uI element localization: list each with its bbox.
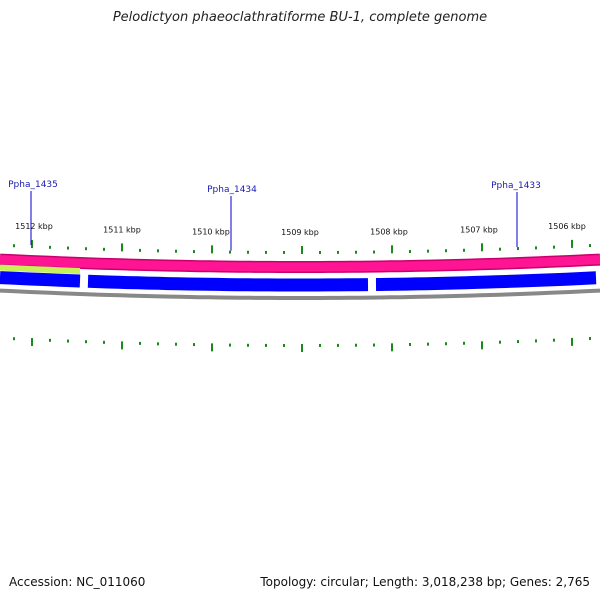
kbp-tick-label: 1511 kbp <box>103 225 141 234</box>
kbp-tick-label: 1507 kbp <box>460 225 498 234</box>
gene-label: Ppha_1433 <box>491 181 541 191</box>
kbp-tick-label: 1510 kbp <box>192 227 230 236</box>
gene-arrow-ppha-1433 <box>375 271 597 291</box>
gene-arrow-ppha-1434 <box>87 274 369 292</box>
cds-track <box>0 255 600 272</box>
kbp-tick-label: 1508 kbp <box>370 227 408 236</box>
gene-label: Ppha_1434 <box>207 185 257 195</box>
feature-lime-segment <box>0 264 81 274</box>
kbp-tick-label: 1512 kbp <box>15 222 53 231</box>
kbp-tick-label: 1506 kbp <box>548 222 586 231</box>
genome-title: Pelodictyon phaeoclathratiforme BU-1, co… <box>112 10 488 25</box>
tick-layer: 1512 kbp 1511 kbp 1510 kbp 1509 kbp 1508 kbp… <box>13 222 591 352</box>
accession-text: Accession: NC_011060 <box>9 575 146 589</box>
genome-backbone <box>0 288 600 300</box>
label-layer: Ppha_1435 Ppha_1434 Ppha_1433 <box>8 180 541 251</box>
genome-summary-text: Topology: circular; Length: 3,018,238 bp… <box>260 575 590 589</box>
track-layer <box>0 253 600 300</box>
kbp-tick-label: 1509 kbp <box>281 228 319 237</box>
gene-arrow-ppha-1435 <box>0 271 81 288</box>
gene-label: Ppha_1435 <box>8 180 58 190</box>
